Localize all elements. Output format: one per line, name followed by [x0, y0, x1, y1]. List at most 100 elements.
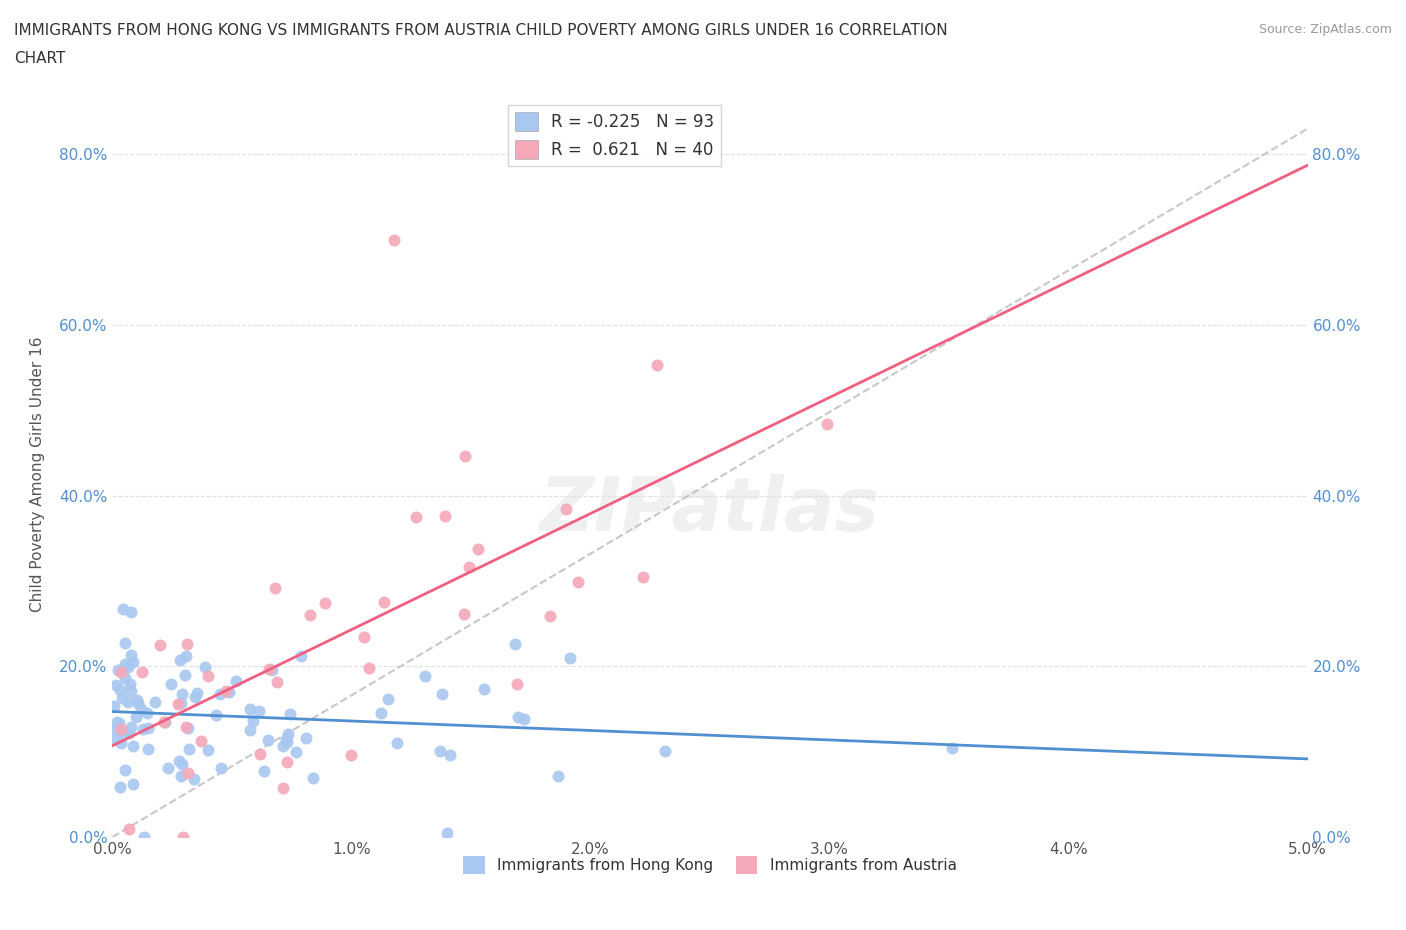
Point — [108, 716, 131, 731]
Text: IMMIGRANTS FROM HONG KONG VS IMMIGRANTS FROM AUSTRIA CHILD POVERTY AMONG GIRLS U: IMMIGRANTS FROM HONG KONG VS IMMIGRANTS … — [14, 23, 948, 38]
Point — [413, 669, 436, 684]
Text: Source: ZipAtlas.com: Source: ZipAtlas.com — [1258, 23, 1392, 36]
Point — [298, 607, 321, 622]
Point — [290, 649, 312, 664]
Point — [127, 696, 149, 711]
Point — [190, 734, 212, 749]
Point — [136, 706, 159, 721]
Point — [277, 726, 299, 741]
Point — [458, 560, 481, 575]
Point — [120, 677, 142, 692]
Point — [276, 754, 298, 769]
Point — [110, 664, 132, 679]
Point — [555, 502, 578, 517]
Point — [112, 726, 135, 741]
Point — [260, 662, 283, 677]
Point — [239, 723, 262, 737]
Point — [439, 748, 461, 763]
Point — [120, 648, 142, 663]
Point — [104, 721, 127, 736]
Point — [429, 743, 451, 758]
Point — [647, 358, 669, 373]
Point — [373, 594, 395, 609]
Point — [249, 747, 271, 762]
Point — [143, 695, 166, 710]
Point — [155, 714, 177, 729]
Point — [118, 725, 141, 740]
Point — [353, 630, 375, 644]
Point — [567, 575, 589, 590]
Point — [156, 761, 179, 776]
Point — [117, 695, 139, 710]
Point — [114, 763, 136, 777]
Point — [184, 689, 207, 704]
Point — [239, 701, 262, 716]
Point — [132, 830, 155, 844]
Point — [120, 604, 142, 619]
Point — [436, 825, 458, 840]
Point — [183, 772, 205, 787]
Point — [114, 636, 136, 651]
Point — [257, 733, 280, 748]
Point — [405, 510, 427, 525]
Point — [110, 683, 132, 698]
Point — [472, 682, 495, 697]
Point — [170, 768, 193, 783]
Point — [153, 714, 176, 729]
Point — [122, 777, 145, 791]
Point — [340, 748, 363, 763]
Point — [434, 509, 457, 524]
Point — [148, 637, 170, 652]
Point — [271, 738, 294, 753]
Point — [131, 665, 153, 680]
Point — [105, 715, 128, 730]
Point — [633, 569, 655, 584]
Point — [503, 637, 526, 652]
Point — [172, 686, 194, 701]
Text: ZIPatlas: ZIPatlas — [540, 474, 880, 547]
Point — [107, 662, 129, 677]
Point — [170, 756, 193, 771]
Point — [125, 693, 148, 708]
Point — [454, 448, 477, 463]
Point — [547, 768, 569, 783]
Point — [121, 655, 143, 670]
Point — [179, 741, 201, 756]
Legend: Immigrants from Hong Kong, Immigrants from Austria: Immigrants from Hong Kong, Immigrants fr… — [457, 850, 963, 880]
Point — [257, 661, 280, 676]
Point — [159, 676, 181, 691]
Point — [122, 738, 145, 753]
Point — [197, 668, 219, 683]
Point — [263, 580, 285, 595]
Point — [124, 710, 146, 724]
Point — [186, 685, 208, 700]
Point — [453, 607, 475, 622]
Point — [218, 685, 240, 700]
Point — [167, 753, 190, 768]
Point — [430, 686, 453, 701]
Point — [120, 684, 142, 698]
Point — [197, 742, 219, 757]
Point — [112, 602, 135, 617]
Point — [172, 830, 194, 844]
Point — [295, 731, 318, 746]
Point — [129, 701, 152, 716]
Point — [538, 609, 561, 624]
Point — [225, 673, 247, 688]
Point — [103, 698, 125, 713]
Point — [280, 707, 302, 722]
Point — [169, 653, 191, 668]
Point — [276, 731, 298, 746]
Point — [111, 690, 134, 705]
Point — [506, 676, 529, 691]
Point — [114, 657, 136, 671]
Point — [170, 695, 193, 710]
Point — [136, 721, 159, 736]
Point — [205, 708, 228, 723]
Point — [654, 744, 676, 759]
Y-axis label: Child Poverty Among Girls Under 16: Child Poverty Among Girls Under 16 — [31, 337, 45, 612]
Point — [385, 736, 408, 751]
Point — [370, 705, 392, 720]
Point — [120, 719, 142, 734]
Point — [209, 761, 232, 776]
